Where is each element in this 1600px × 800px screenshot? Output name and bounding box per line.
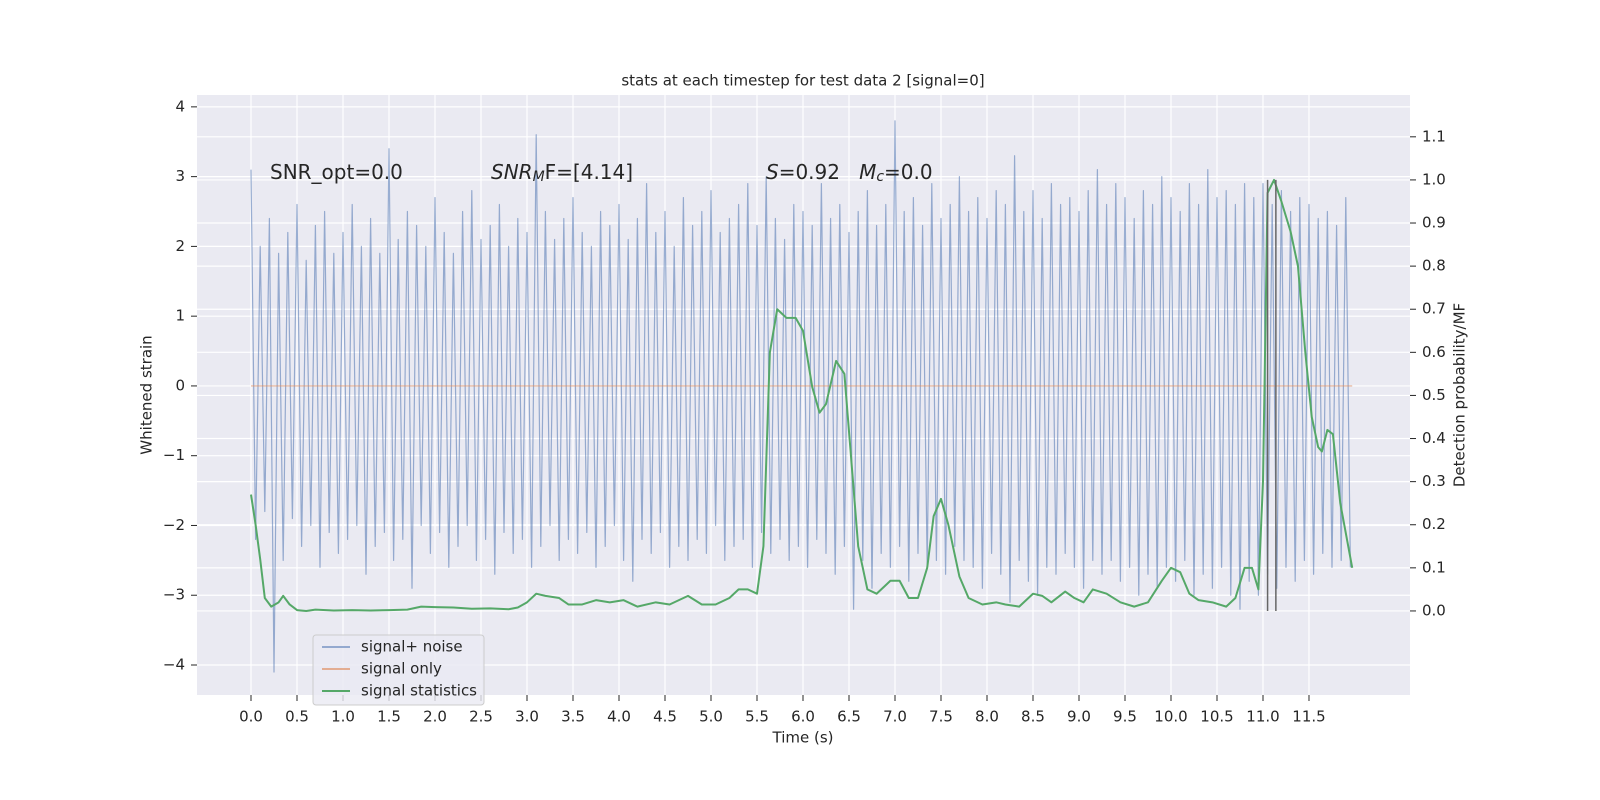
x-tick-label: 1.0 — [331, 708, 355, 726]
y-tick-label: 2 — [175, 237, 185, 255]
x-tick-label: 6.0 — [791, 708, 815, 726]
x-tick-label: 7.0 — [883, 708, 907, 726]
x-tick-label: 8.5 — [1021, 708, 1045, 726]
y2-tick-label: 1.1 — [1422, 127, 1446, 145]
y2-tick-label: 0.2 — [1422, 515, 1446, 533]
x-tick-label: 5.5 — [745, 708, 769, 726]
y2-tick-label: 0.0 — [1422, 601, 1446, 619]
x-tick-label: 10.0 — [1154, 708, 1187, 726]
y2-tick-label: 0.6 — [1422, 343, 1446, 361]
y2-tick-label: 0.7 — [1422, 300, 1446, 318]
x-tick-label: 11.0 — [1246, 708, 1279, 726]
y-tick-label: 3 — [175, 167, 185, 185]
annotation-part: M — [533, 169, 545, 185]
y-tick-label: −1 — [163, 446, 185, 464]
y-tick-label: 4 — [175, 97, 185, 115]
x-tick-label: 3.5 — [561, 708, 585, 726]
y2-axis-label: Detection probability/MF — [1451, 303, 1469, 487]
y-tick-label: −4 — [163, 656, 185, 674]
series-line — [250, 178, 1354, 612]
annotation-part: c — [876, 169, 884, 185]
annotation-part: SNR — [491, 160, 533, 184]
chart-title: stats at each timestep for test data 2 [… — [621, 72, 984, 90]
x-tick-label: 2.5 — [469, 708, 493, 726]
y2-tick-label: 0.1 — [1422, 558, 1446, 576]
annotation: S=0.92 Mc=0.0 — [766, 160, 933, 185]
annotation-part: =0.0 — [884, 160, 933, 184]
x-tick-label: 9.0 — [1067, 708, 1091, 726]
annotation: SNR_opt=0.0 — [270, 160, 403, 184]
y2-tick-label: 0.9 — [1422, 214, 1446, 232]
x-tick-label: 1.5 — [377, 708, 401, 726]
x-tick-label: 3.0 — [515, 708, 539, 726]
annotation-part: F=[4.14] — [545, 160, 633, 184]
annotation-part: SNR_opt=0.0 — [270, 160, 403, 184]
x-tick-label: 9.5 — [1113, 708, 1137, 726]
annotation-part: =0.92 — [779, 160, 859, 184]
x-tick-label: 6.5 — [837, 708, 861, 726]
y-tick-label: −3 — [163, 586, 185, 604]
x-tick-label: 4.0 — [607, 708, 631, 726]
x-tick-label: 2.0 — [423, 708, 447, 726]
legend-label: signal only — [361, 660, 442, 678]
y-tick-label: 0 — [175, 376, 185, 394]
x-tick-label: 11.5 — [1292, 708, 1325, 726]
y-tick-label: 1 — [175, 307, 185, 325]
annotation-part: M — [859, 160, 876, 184]
y2-tick-label: 1.0 — [1422, 170, 1446, 188]
annotation: SNRMF=[4.14] — [491, 160, 633, 185]
legend-label: signal statistics — [361, 682, 477, 700]
x-tick-label: 8.0 — [975, 708, 999, 726]
series-line — [250, 120, 1351, 673]
y2-tick-label: 0.8 — [1422, 257, 1446, 275]
y2-tick-label: 0.5 — [1422, 386, 1446, 404]
x-tick-label: 10.5 — [1200, 708, 1233, 726]
annotation-part: S — [766, 160, 779, 184]
legend-box — [312, 634, 485, 706]
legend-label: signal+ noise — [361, 638, 463, 656]
x-tick-label: 0.5 — [285, 708, 309, 726]
x-tick-label: 4.5 — [653, 708, 677, 726]
y2-tick-label: 0.4 — [1422, 429, 1446, 447]
x-tick-label: 5.0 — [699, 708, 723, 726]
x-tick-label: 0.0 — [239, 708, 263, 726]
y-tick-label: −2 — [163, 516, 185, 534]
x-tick-label: 7.5 — [929, 708, 953, 726]
x-axis-label: Time (s) — [772, 729, 834, 747]
y-axis-label: Whitened strain — [138, 335, 156, 454]
y2-tick-label: 0.3 — [1422, 472, 1446, 490]
